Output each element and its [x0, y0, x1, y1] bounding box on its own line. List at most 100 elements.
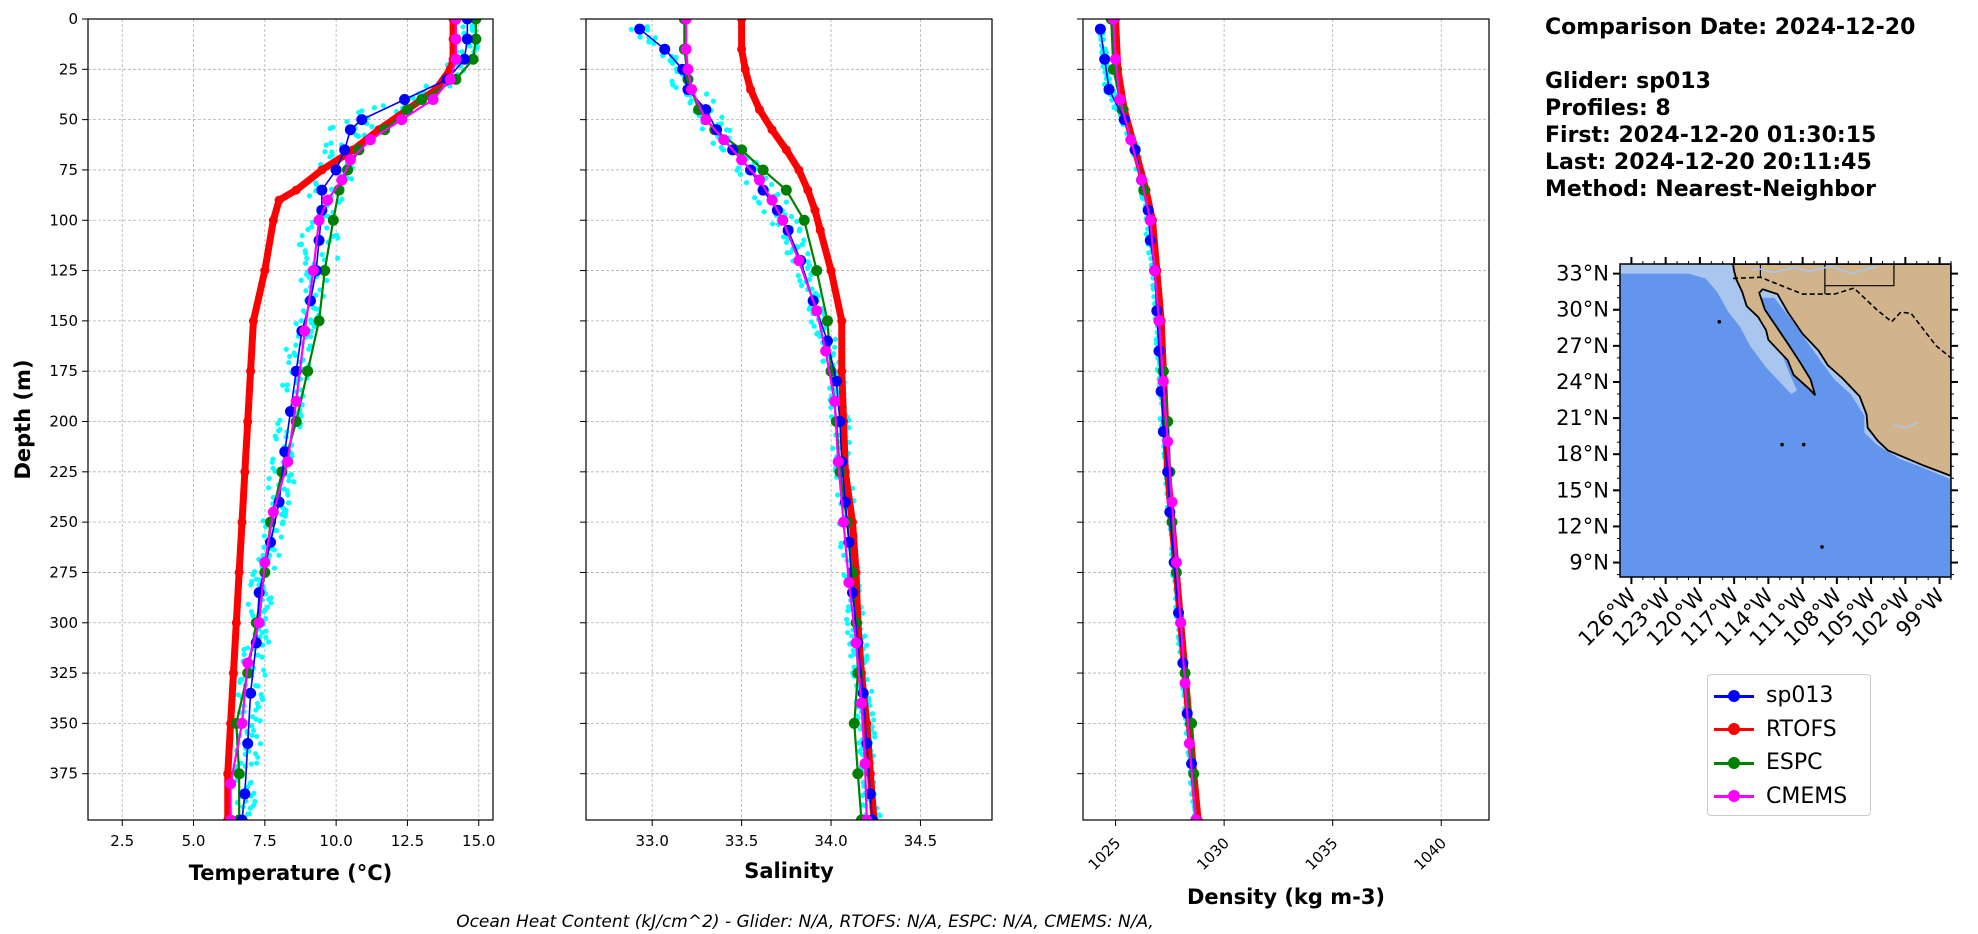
series-line — [1112, 19, 1197, 820]
plot-area — [628, 19, 883, 820]
glider-raw-point — [254, 733, 260, 740]
method: Method: Nearest-Neighbor — [1545, 177, 1876, 202]
glider-raw-point — [286, 473, 292, 479]
lat-tick-label: 21°N — [1556, 406, 1609, 430]
data-point — [313, 234, 325, 246]
glider-raw-point — [327, 154, 333, 160]
glider-raw-point — [303, 250, 309, 256]
glider-raw-point — [805, 251, 811, 257]
x-tick-label: 15.0 — [462, 832, 495, 850]
glider-raw-point — [269, 459, 275, 465]
glider-raw-point — [830, 351, 837, 357]
data-point — [291, 185, 301, 195]
glider-raw-point — [249, 732, 255, 738]
glider-raw-point — [235, 692, 241, 698]
data-point — [467, 53, 479, 65]
plot-area — [223, 19, 482, 820]
glider-raw-point — [273, 436, 279, 442]
data-point — [285, 405, 296, 417]
data-point — [740, 64, 750, 74]
glider-raw-point — [795, 244, 801, 250]
glider-raw-points — [227, 19, 481, 817]
data-point — [1175, 617, 1187, 629]
grid — [1083, 18, 1489, 820]
glider-raw-point — [645, 27, 651, 33]
data-point — [242, 657, 254, 669]
y-tick-label: 75 — [59, 161, 78, 179]
data-point — [461, 33, 473, 45]
glider-raw-point — [302, 260, 309, 266]
data-point — [780, 184, 792, 196]
data-point — [319, 265, 331, 277]
glider-raw-point — [808, 319, 814, 325]
y-tick-label: 150 — [49, 312, 78, 330]
data-point — [450, 53, 462, 65]
glider-raw-point — [1150, 286, 1156, 292]
data-point — [811, 305, 823, 317]
data-point — [1190, 814, 1202, 820]
data-point — [1179, 677, 1191, 689]
glider-raw-point — [877, 813, 883, 819]
glider-raw-point — [769, 181, 775, 188]
glider-raw-point — [871, 717, 877, 723]
legend-label: sp013 — [1766, 683, 1834, 709]
glider-raw-point — [467, 43, 473, 49]
river — [1751, 265, 1878, 275]
glider-raw-point — [284, 382, 290, 388]
glider-raw-point — [263, 628, 269, 634]
glider-raw-point — [867, 702, 873, 709]
glider-raw-point — [275, 428, 282, 434]
data-point — [686, 83, 698, 95]
density-panel: 1025 1030 1035 1040 Density (kg m-3) — [1077, 18, 1490, 909]
series-line — [241, 19, 469, 820]
data-point — [228, 668, 238, 678]
glider-raw-point — [410, 95, 416, 101]
glider-raw-point — [265, 639, 272, 645]
glider-raw-point — [652, 35, 659, 41]
glider-raw-point — [864, 642, 870, 648]
data-point — [736, 144, 748, 156]
glider-raw-point — [255, 683, 261, 689]
glider-raw-point — [249, 723, 255, 729]
data-point — [231, 618, 241, 628]
legend-swatch — [1714, 686, 1754, 706]
data-point — [1151, 305, 1163, 317]
glider-raw-point — [291, 479, 297, 485]
glider-raw-point — [854, 713, 861, 719]
data-point — [1162, 416, 1174, 428]
data-point — [830, 375, 842, 387]
glider-raw-point — [845, 621, 851, 627]
glider-raw-point — [1143, 231, 1149, 237]
glider-raw-point — [268, 600, 274, 606]
series-sp013 — [634, 23, 878, 820]
data-point — [1173, 607, 1185, 619]
y-tick-label: 225 — [49, 463, 78, 481]
data-point — [444, 73, 456, 85]
glider-raw-point — [838, 544, 844, 550]
state-border — [1824, 264, 1895, 287]
data-point — [718, 134, 730, 146]
legend-label: ESPC — [1766, 750, 1823, 776]
glider-raw-point — [460, 24, 466, 30]
data-point — [313, 214, 325, 226]
data-point — [832, 456, 844, 468]
glider-raw-point — [319, 252, 325, 258]
data-point — [233, 768, 245, 780]
lat-tick-label: 33°N — [1556, 262, 1609, 286]
series-cmems — [1107, 19, 1202, 820]
glider-raw-point — [673, 84, 679, 91]
data-point — [470, 33, 482, 45]
island — [1717, 319, 1722, 324]
glider-raw-point — [248, 582, 254, 588]
lat-tick-label: 18°N — [1556, 442, 1609, 466]
series-line — [1099, 28, 1197, 820]
data-point — [416, 94, 428, 106]
glider-raw-point — [646, 38, 652, 45]
legend-item-espc: ESPC — [1714, 746, 1864, 780]
data-point — [1153, 345, 1165, 357]
data-point — [757, 184, 769, 196]
glider-raw-point — [815, 330, 821, 336]
data-point — [239, 788, 251, 800]
y-axis-label: Depth (m) — [11, 359, 35, 479]
glider-raw-point — [247, 805, 253, 811]
